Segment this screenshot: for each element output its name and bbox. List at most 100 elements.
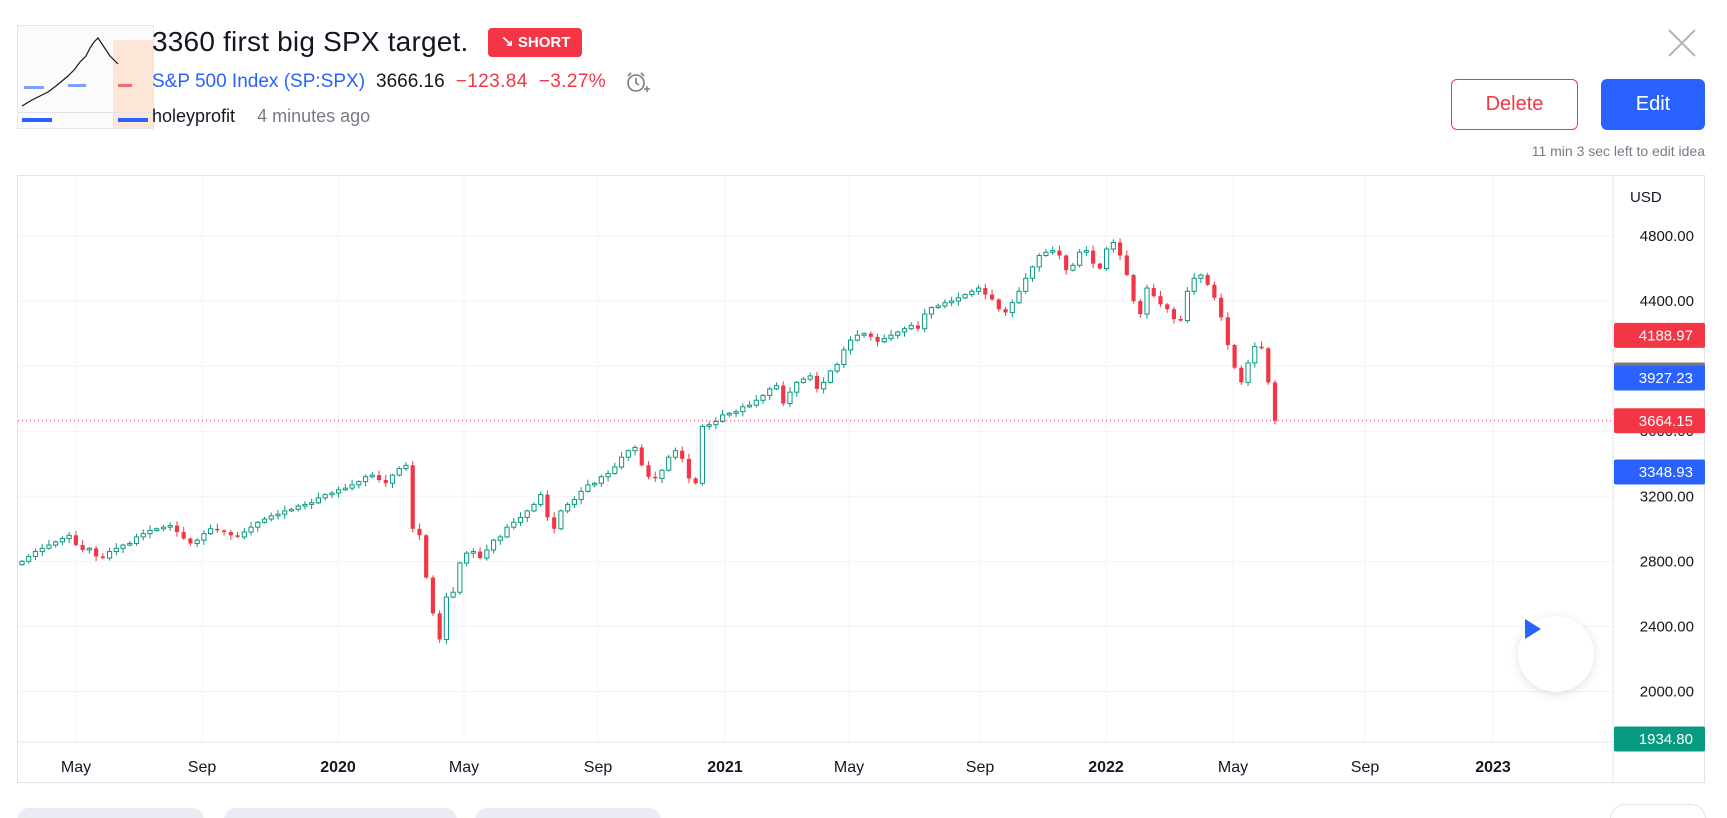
- candle-body: [976, 287, 982, 292]
- candle-body: [241, 531, 247, 538]
- price-badge: [1614, 726, 1705, 752]
- symbol-ticker: SP:SPX: [290, 71, 359, 92]
- alarm-clock-plus-icon[interactable]: [623, 68, 651, 96]
- candle-body: [464, 552, 470, 564]
- candle-body: [322, 494, 328, 499]
- y-tick-label: 2800.00: [1640, 553, 1694, 570]
- close-icon: [1668, 29, 1696, 57]
- candle-body: [524, 510, 530, 518]
- candle-body: [80, 545, 85, 550]
- x-tick-label: Sep: [1351, 759, 1380, 776]
- x-tick-label: 2023: [1475, 759, 1511, 776]
- candle-body: [680, 450, 685, 459]
- x-tick-label: May: [834, 759, 864, 776]
- candle-body: [1158, 296, 1163, 305]
- candle-body: [875, 336, 880, 342]
- candle-body: [538, 494, 544, 505]
- candle-body: [222, 530, 227, 533]
- candle-body: [66, 534, 72, 540]
- candle-body: [362, 476, 369, 483]
- candle-body: [800, 378, 807, 383]
- candle-body: [302, 503, 308, 507]
- candle-body: [821, 381, 827, 390]
- candle-body: [699, 425, 705, 484]
- candle-body: [955, 297, 961, 302]
- tag-pill[interactable]: [475, 808, 661, 818]
- candle-body: [94, 548, 99, 557]
- candle-body: [288, 508, 295, 512]
- candle-body: [424, 535, 429, 578]
- tag-pill[interactable]: [224, 808, 457, 818]
- candle-body: [1219, 297, 1224, 318]
- candle-body: [1103, 248, 1110, 270]
- x-tick-label: May: [449, 759, 479, 776]
- tag-pill[interactable]: [17, 808, 204, 818]
- candle-body: [612, 466, 618, 474]
- play-button[interactable]: [1518, 616, 1594, 692]
- candle-body: [349, 484, 355, 489]
- candle-body: [1259, 346, 1264, 349]
- candle-body: [814, 375, 820, 389]
- short-badge: ↘ SHORT: [488, 27, 583, 57]
- candle-body: [854, 334, 860, 341]
- y-tick-label: 4400.00: [1640, 293, 1694, 310]
- candle-body: [1070, 264, 1076, 271]
- play-icon: [1525, 619, 1541, 639]
- candle-body: [235, 535, 240, 537]
- candle-body: [383, 480, 388, 484]
- candle-body: [834, 364, 840, 372]
- short-badge-label: SHORT: [517, 33, 571, 51]
- candle-body: [908, 324, 914, 330]
- candle-body: [726, 412, 732, 416]
- candle-body: [1029, 266, 1036, 279]
- candle-body: [106, 551, 113, 559]
- candle-body: [194, 539, 200, 544]
- candle-body: [666, 456, 672, 471]
- candle-body: [59, 538, 66, 543]
- more-button[interactable]: [1610, 804, 1706, 818]
- candle-body: [922, 313, 928, 330]
- candle-body: [1043, 251, 1049, 257]
- candle-body: [228, 532, 233, 536]
- y-tick-label: 2400.00: [1640, 618, 1694, 635]
- edit-button[interactable]: Edit: [1601, 79, 1705, 130]
- chart-panel[interactable]: USD 4800.00 4400.00 3200.00 2800.00 2400.00 36…: [17, 175, 1706, 784]
- candle-body: [1110, 242, 1116, 250]
- candle-body: [1252, 346, 1258, 364]
- candle-body: [127, 542, 133, 546]
- x-tick-label: May: [61, 759, 91, 776]
- candle-body: [490, 539, 497, 551]
- candle-body: [1165, 304, 1170, 310]
- candle-body: [1131, 275, 1136, 302]
- candle-body: [188, 538, 193, 544]
- idea-thumbnail[interactable]: [17, 25, 154, 129]
- candle-body: [1083, 250, 1089, 253]
- candle-body: [787, 391, 793, 405]
- candle-body: [1091, 250, 1096, 264]
- close-button[interactable]: [1665, 26, 1699, 60]
- price-badge-label: 3348.93: [1639, 464, 1693, 481]
- delete-button[interactable]: Delete: [1451, 79, 1578, 130]
- price-chart[interactable]: USD 4800.00 4400.00 3200.00 2800.00 2400.00 36…: [18, 176, 1706, 784]
- x-tick-label: Sep: [966, 759, 995, 776]
- candle-body: [1232, 344, 1237, 368]
- candle-body: [1117, 242, 1123, 256]
- price-badge-label: 3664.15: [1639, 413, 1693, 430]
- candle-body: [888, 334, 894, 339]
- candle-body: [450, 591, 456, 598]
- candle-body: [1151, 288, 1156, 297]
- price-badge: [1614, 365, 1705, 391]
- candle-body: [268, 515, 274, 520]
- candle-body: [484, 549, 490, 559]
- candle-body: [1178, 318, 1183, 321]
- candle-body: [928, 307, 935, 315]
- candle-body: [1077, 251, 1083, 266]
- candle-body: [807, 375, 813, 380]
- candle-body: [1057, 250, 1062, 256]
- candle-body: [282, 510, 288, 515]
- candle-body: [545, 494, 550, 518]
- candle-body: [713, 420, 719, 426]
- symbol-link[interactable]: S&P 500 Index (SP:SPX): [152, 71, 365, 93]
- candle-body: [753, 399, 759, 406]
- author-link[interactable]: holeyprofit: [152, 106, 236, 126]
